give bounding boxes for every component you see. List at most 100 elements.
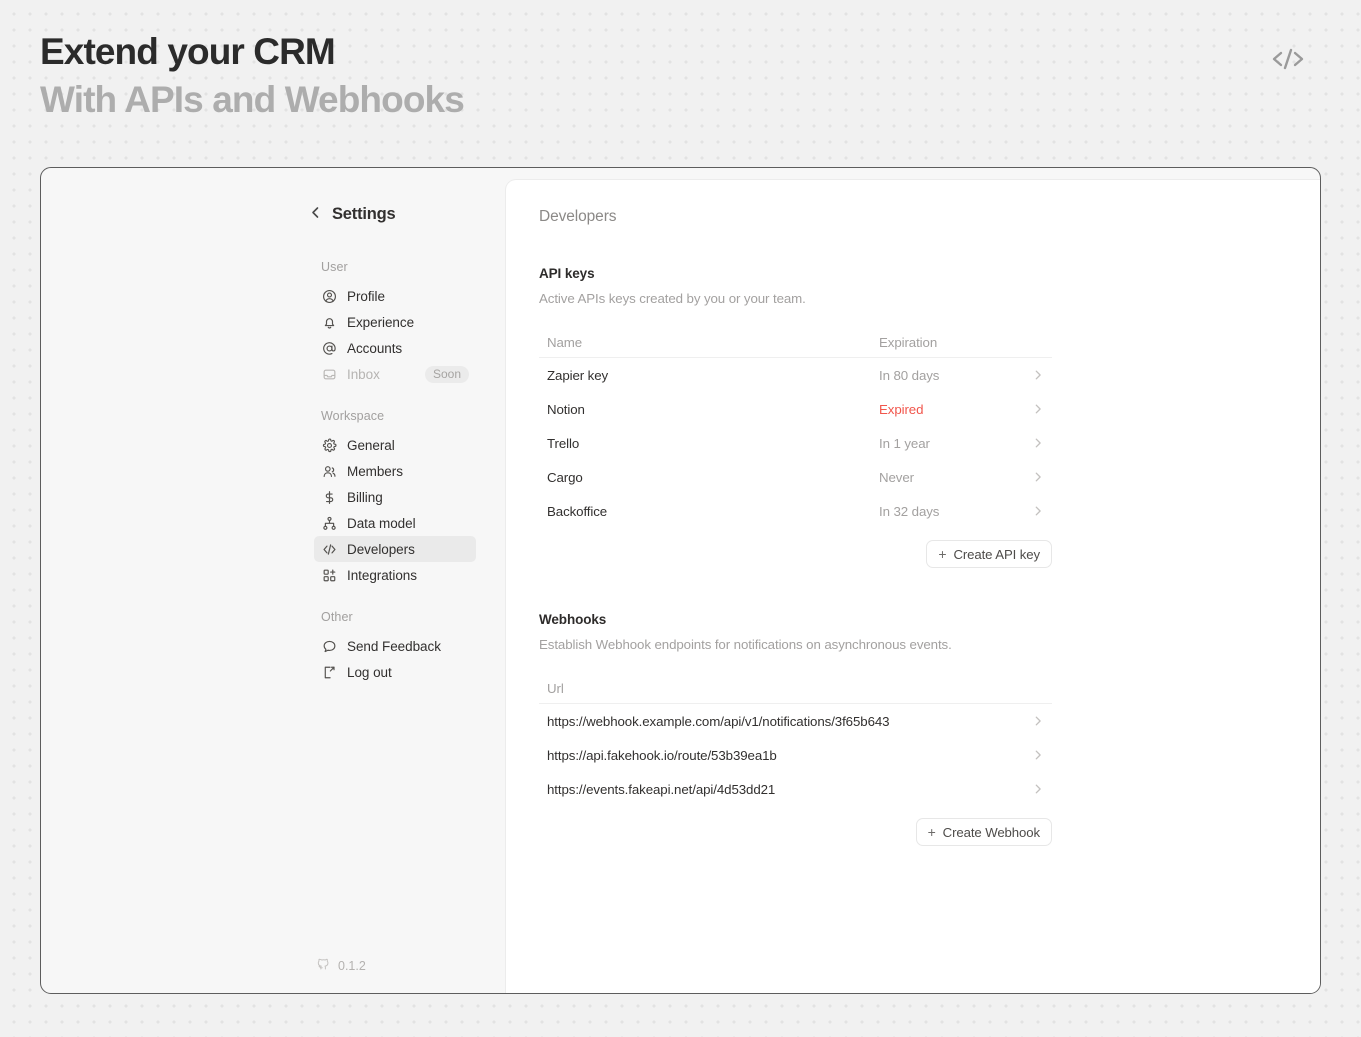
version-label: 0.1.2 [338,958,366,973]
api-keys-heading: API keys [539,266,595,281]
webhooks-heading: Webhooks [539,612,607,627]
create-webhook-button[interactable]: + Create Webhook [915,818,1052,846]
column-header-name: Name [547,335,583,350]
chat-bubble-icon [321,638,337,654]
webhooks-table: Url https://webhook.example.com/api/v1/n… [539,674,1052,846]
nav-group-workspace: Workspace General [314,409,476,588]
api-key-name: Notion [547,401,585,417]
table-header-row: Name Expiration [539,328,1052,358]
sidebar-item-developers[interactable]: Developers [314,536,476,562]
api-key-expiration: In 32 days [879,503,940,519]
webhooks-section: Webhooks Establish Webhook endpoints for… [539,612,1052,846]
hierarchy-icon [321,515,337,531]
create-webhook-label: Create Webhook [942,824,1040,840]
users-icon [321,463,337,479]
api-keys-actions: + Create API key [539,528,1052,568]
sidebar-item-label: Developers [347,541,415,557]
sidebar-item-general[interactable]: General [314,432,476,458]
headline-secondary: With APIs and Webhooks [40,78,465,120]
api-key-name: Trello [547,435,580,451]
sidebar-item-profile[interactable]: Profile [314,283,476,309]
settings-sidebar: Settings User Profile [41,168,505,993]
github-icon [317,956,331,975]
main-content-panel: Developers API keys Active APIs keys cre… [505,179,1320,993]
table-row[interactable]: Notion Expired [539,392,1052,426]
sidebar-item-members[interactable]: Members [314,458,476,484]
table-row[interactable]: https://events.fakeapi.net/api/4d53dd21 [539,772,1052,806]
code-icon [1271,46,1305,77]
chevron-left-icon[interactable] [309,206,322,224]
sidebar-item-label: General [347,437,395,453]
chevron-right-icon[interactable] [1032,783,1044,795]
column-header-url: Url [547,681,564,696]
webhooks-description: Establish Webhook endpoints for notifica… [539,637,952,652]
chevron-right-icon[interactable] [1032,715,1044,727]
version-footer: 0.1.2 [317,956,366,975]
chevron-right-icon[interactable] [1032,749,1044,761]
api-key-name: Backoffice [547,503,608,519]
sidebar-item-label: Data model [347,515,416,531]
page-title: Developers [539,208,617,225]
chevron-right-icon[interactable] [1032,369,1044,381]
nav-group-user: User Profile [317,260,469,387]
sidebar-item-billing[interactable]: Billing [314,484,476,510]
table-row[interactable]: Zapier key In 80 days [539,358,1052,392]
create-api-key-button[interactable]: + Create API key [926,540,1052,568]
sidebar-item-label: Send Feedback [347,638,441,654]
sidebar-item-experience[interactable]: Experience [314,309,476,335]
headline: Extend your CRM With APIs and Webhooks [40,31,465,120]
column-header-expiration: Expiration [879,335,938,350]
table-row[interactable]: Backoffice In 32 days [539,494,1052,528]
api-key-name: Zapier key [547,367,609,383]
table-header-row: Url [539,674,1052,704]
sidebar-item-label: Experience [347,314,415,330]
page-header: Extend your CRM With APIs and Webhooks [40,32,1321,120]
dollar-icon [321,489,337,505]
app-window: Settings User Profile [40,167,1321,994]
settings-back-header[interactable]: Settings [309,205,469,224]
api-key-name: Cargo [547,469,583,485]
webhook-url: https://webhook.example.com/api/v1/notif… [547,713,890,729]
table-row[interactable]: Trello In 1 year [539,426,1052,460]
sidebar-item-data-model[interactable]: Data model [314,510,476,536]
sidebar-item-label: Log out [347,664,392,680]
api-keys-table: Name Expiration Zapier key In 80 days No… [539,328,1052,568]
gear-icon [321,437,337,453]
table-row[interactable]: https://webhook.example.com/api/v1/notif… [539,704,1052,738]
api-key-expiration: In 80 days [879,367,940,383]
logout-icon [321,664,337,680]
chevron-right-icon[interactable] [1032,471,1044,483]
at-sign-icon [321,340,337,356]
sidebar-item-integrations[interactable]: Integrations [314,562,476,588]
sidebar-item-label: Billing [347,489,383,505]
nav-group-other: Other Send Feedback [317,610,469,685]
table-row[interactable]: Cargo Never [539,460,1052,494]
sidebar-item-label: Integrations [347,567,417,583]
plus-icon: + [938,546,947,562]
api-key-expiration: In 1 year [879,435,930,451]
chevron-right-icon[interactable] [1032,437,1044,449]
plus-icon: + [927,824,936,840]
webhooks-actions: + Create Webhook [539,806,1052,846]
sidebar-item-accounts[interactable]: Accounts [314,335,476,361]
nav-group-label-workspace: Workspace [321,409,385,423]
headline-primary: Extend your CRM [40,31,336,72]
sidebar-item-label: Inbox [347,366,380,382]
chevron-right-icon[interactable] [1032,403,1044,415]
sidebar-item-inbox: Inbox Soon [314,361,476,387]
nav-group-label-user: User [321,260,348,274]
table-row[interactable]: https://api.fakehook.io/route/53b39ea1b [539,738,1052,772]
sidebar-item-label: Members [347,463,403,479]
code-icon [321,541,337,557]
sidebar-item-label: Accounts [347,340,403,356]
create-api-key-label: Create API key [953,546,1040,562]
chevron-right-icon[interactable] [1032,505,1044,517]
api-key-expiration: Expired [879,401,924,417]
webhook-url: https://events.fakeapi.net/api/4d53dd21 [547,781,776,797]
bell-icon [321,314,337,330]
sidebar-item-label: Profile [347,288,385,304]
sidebar-item-send-feedback[interactable]: Send Feedback [314,633,476,659]
api-keys-description: Active APIs keys created by you or your … [539,291,806,306]
settings-title: Settings [332,205,396,223]
sidebar-item-log-out[interactable]: Log out [314,659,476,685]
